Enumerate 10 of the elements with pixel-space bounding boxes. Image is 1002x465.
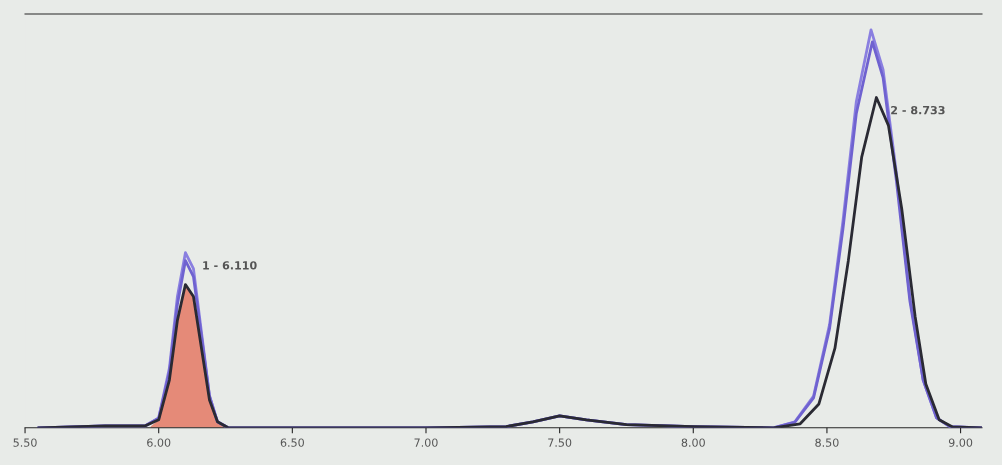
x-tick-label: 5.50 xyxy=(13,438,37,447)
x-tick-label: 7.00 xyxy=(414,438,438,447)
x-tick-label: 6.50 xyxy=(280,438,304,447)
x-tick-label: 8.50 xyxy=(815,438,839,447)
annotation: 2 - 8.733 xyxy=(891,105,945,115)
x-tick-label: 6.00 xyxy=(147,438,171,447)
x-tick-label: 7.50 xyxy=(548,438,572,447)
annotation: 1 - 6.110 xyxy=(203,261,257,270)
x-tick-label: 8.00 xyxy=(681,438,705,447)
x-tick-label: 9.00 xyxy=(948,438,973,447)
